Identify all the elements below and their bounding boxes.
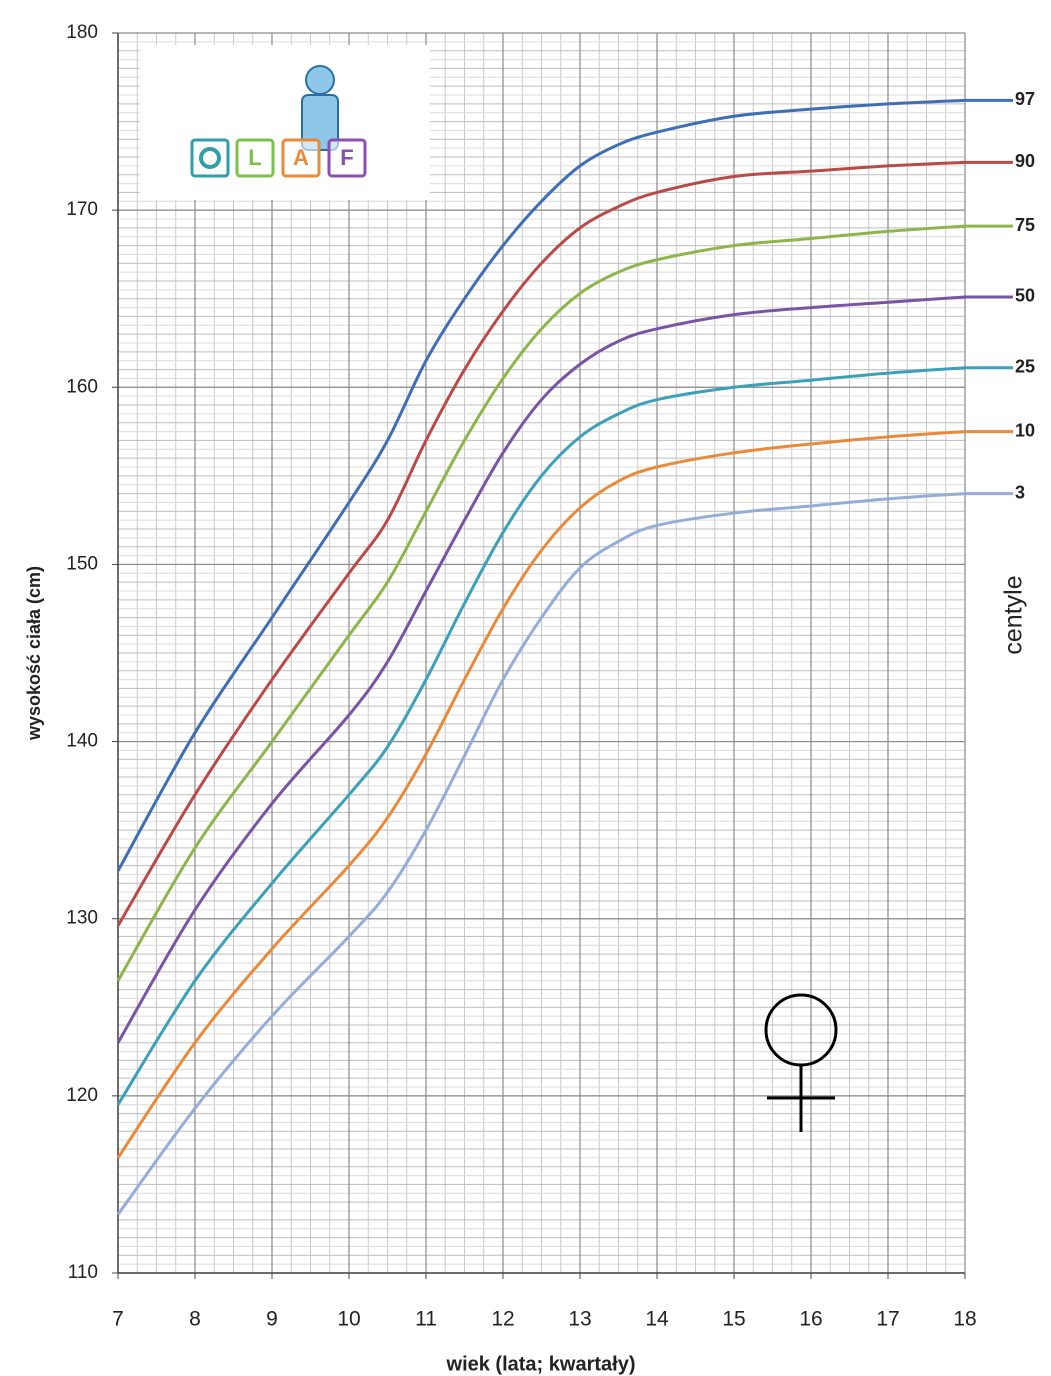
logo-box [327,138,367,178]
x-tick-label: 16 [799,1308,822,1331]
x-tick-label: 7 [112,1308,124,1331]
x-tick-label: 11 [415,1308,437,1331]
y-tick-label: 120 [66,1085,98,1106]
x-tick-label: 17 [876,1308,899,1331]
centile-line [116,366,966,1106]
y-tick-label: 130 [66,908,98,929]
logo-icon [199,147,221,169]
logo-box [235,138,275,178]
x-tick-label: 9 [266,1308,278,1331]
legend-label: 75 [1015,215,1035,235]
x-tick-label: 10 [337,1308,360,1331]
centile-line [116,430,966,1159]
x-tick-label: 14 [645,1308,669,1331]
x-axis-title: wiek (lata; kwartały) [446,1353,636,1375]
logo-letter: F [340,145,353,170]
legend-label: 25 [1015,357,1035,377]
y-tick-label: 150 [66,553,98,574]
y-tick-label: 140 [66,731,98,752]
x-tick-label: 8 [189,1308,201,1331]
legend-label: 10 [1015,420,1035,440]
grid [117,32,966,1274]
x-tick-label: 15 [722,1308,745,1331]
y-tick-label: 170 [66,199,98,220]
legend-label: 90 [1015,151,1035,171]
centile-line [116,295,966,1044]
centile-line [116,98,966,872]
logo-box [190,138,230,178]
x-tick-label: 12 [491,1308,514,1331]
legend-label: 97 [1015,89,1035,109]
y-tick-label: 160 [66,376,98,397]
y-tick-label: 180 [66,22,98,43]
legend-label: 3 [1015,482,1025,502]
logo-box [281,138,321,178]
y-axis-title: wysokość ciała (cm) [24,566,44,741]
logo-letter: L [248,145,261,170]
female-symbol [764,993,838,1067]
y-tick-label: 110 [68,1262,98,1283]
legend-title: centyle [1000,575,1028,654]
centile-line [116,160,966,927]
logo-letter: A [293,145,309,170]
x-tick-label: 13 [568,1308,591,1331]
logo-figure-head [305,65,335,95]
centile-line [116,224,966,982]
x-tick-label: 18 [953,1308,976,1331]
centile-line [116,492,966,1216]
legend-label: 50 [1015,286,1035,306]
